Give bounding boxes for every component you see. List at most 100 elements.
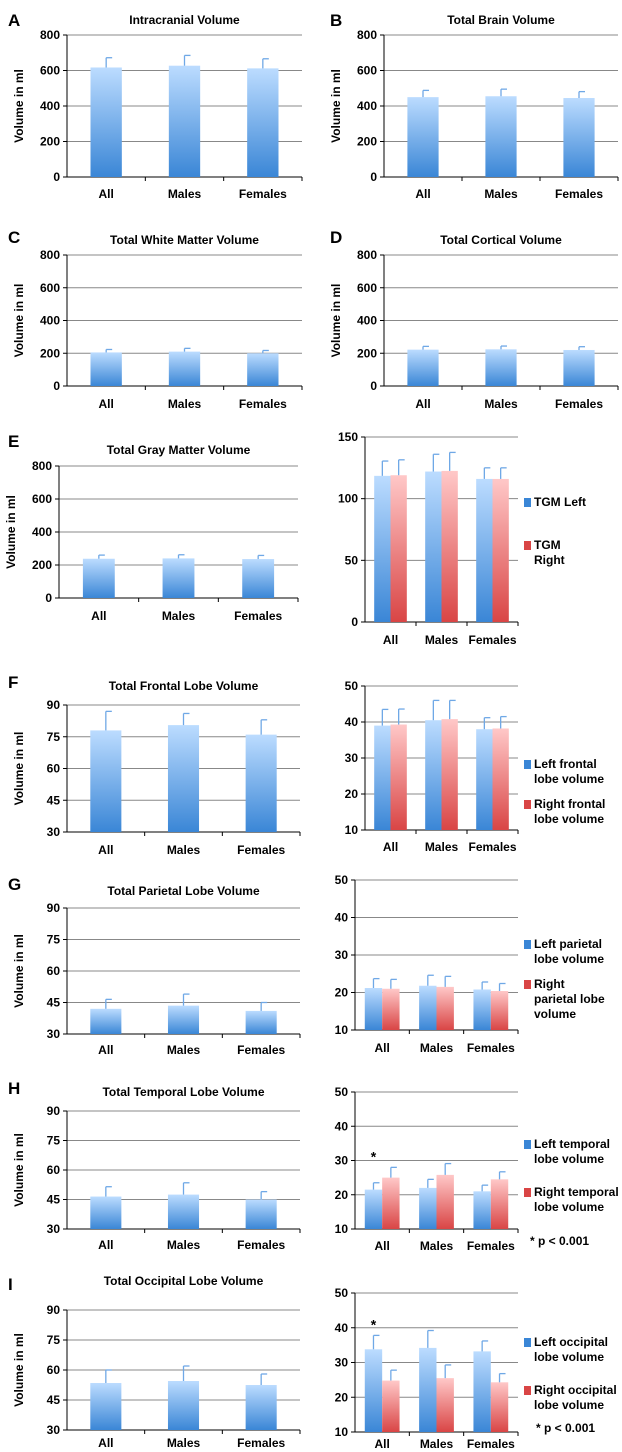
y-tick-label: 50 (335, 873, 349, 887)
panel-letter: D (330, 228, 342, 247)
bar[interactable] (167, 1005, 200, 1034)
bar[interactable] (485, 349, 517, 386)
bar[interactable] (563, 98, 595, 177)
bar[interactable] (476, 478, 493, 622)
bar[interactable] (167, 1194, 200, 1229)
bar[interactable] (374, 725, 391, 830)
y-tick-label: 20 (345, 787, 359, 801)
bar[interactable] (245, 1385, 277, 1430)
x-tick-label: All (374, 1239, 389, 1253)
bar[interactable] (490, 1382, 509, 1432)
bar[interactable] (476, 729, 493, 830)
bar[interactable] (245, 734, 277, 832)
bar[interactable] (247, 68, 279, 177)
y-tick-label: 30 (47, 825, 61, 839)
chart-panel-i1: I Total Occipital Lobe Volume Volume in ml… (8, 1274, 301, 1450)
bar[interactable] (473, 1191, 491, 1229)
x-tick-label: All (91, 609, 106, 623)
y-tick-label: 10 (345, 823, 359, 837)
x-tick-label: Females (467, 1437, 515, 1451)
bar[interactable] (382, 988, 400, 1030)
bar[interactable] (167, 725, 200, 832)
bar[interactable] (419, 985, 437, 1030)
bar[interactable] (90, 67, 122, 177)
bar[interactable] (90, 1383, 122, 1430)
bar[interactable] (436, 1378, 454, 1432)
y-tick-label: 50 (335, 1286, 349, 1300)
bar[interactable] (492, 478, 509, 622)
bar[interactable] (441, 470, 458, 622)
x-tick-label: Males (168, 187, 202, 201)
y-axis-label: Volume in ml (12, 69, 26, 143)
bar[interactable] (382, 1177, 400, 1229)
y-tick-label: 90 (47, 901, 61, 915)
x-tick-label: Females (237, 1043, 285, 1057)
bar[interactable] (90, 1196, 122, 1229)
chart-panel-e2: 0 50 100 150 All Males Females TGM Left TGM Right (338, 430, 586, 647)
panel-letter: F (8, 673, 18, 692)
y-axis-label: Volume in ml (12, 934, 26, 1008)
bar[interactable] (245, 1010, 277, 1034)
y-tick-label: 40 (335, 1321, 349, 1335)
bar[interactable] (90, 352, 122, 386)
x-tick-label: All (415, 187, 430, 201)
y-tick-label: 0 (53, 379, 60, 393)
y-tick-label: 75 (47, 730, 61, 744)
x-tick-label: Males (425, 633, 459, 647)
bar[interactable] (90, 730, 122, 832)
bar[interactable] (425, 720, 442, 830)
bar[interactable] (364, 988, 383, 1030)
y-tick-label: 0 (370, 379, 377, 393)
y-tick-label: 20 (335, 1188, 349, 1202)
y-tick-label: 60 (47, 964, 61, 978)
bar[interactable] (407, 97, 439, 177)
y-tick-label: 400 (357, 99, 377, 113)
bar[interactable] (441, 719, 458, 830)
x-tick-label: Females (468, 633, 516, 647)
bar[interactable] (168, 65, 201, 177)
bar[interactable] (473, 1351, 491, 1432)
bar[interactable] (90, 1008, 122, 1034)
bar[interactable] (436, 1174, 454, 1229)
bar[interactable] (364, 1189, 383, 1229)
x-tick-label: All (374, 1437, 389, 1451)
bar[interactable] (419, 1187, 437, 1229)
y-tick-label: 800 (40, 28, 60, 42)
y-tick-label: 0 (45, 591, 52, 605)
bar[interactable] (167, 1381, 200, 1430)
bar[interactable] (419, 1347, 437, 1432)
bar[interactable] (563, 349, 595, 386)
chart-panel-c: C Total White Matter Volume Volume in ml 0 2… (8, 228, 303, 411)
chart-title: Total Gray Matter Volume (107, 443, 251, 457)
y-tick-label: 60 (47, 1163, 61, 1177)
bar[interactable] (374, 475, 391, 622)
bar[interactable] (168, 351, 201, 386)
legend-swatch (524, 940, 531, 949)
bar[interactable] (473, 989, 491, 1031)
bar[interactable] (162, 558, 195, 598)
bar[interactable] (425, 471, 442, 622)
bar[interactable] (490, 991, 509, 1030)
bar[interactable] (407, 349, 439, 386)
chart-title: Total Occipital Lobe Volume (104, 1274, 264, 1288)
bar[interactable] (364, 1349, 383, 1432)
y-tick-label: 50 (335, 1085, 349, 1099)
bar[interactable] (82, 558, 115, 598)
significance-marker: * (371, 1316, 377, 1332)
bar[interactable] (247, 353, 279, 386)
y-tick-label: 200 (40, 346, 60, 360)
y-tick-label: 45 (47, 1393, 61, 1407)
x-tick-label: All (98, 1436, 113, 1450)
bar[interactable] (490, 1179, 509, 1229)
bar[interactable] (390, 724, 407, 830)
bar[interactable] (245, 1199, 277, 1230)
y-tick-label: 0 (53, 170, 60, 184)
bar[interactable] (390, 475, 407, 622)
bar[interactable] (436, 986, 454, 1030)
bar[interactable] (382, 1380, 400, 1432)
bar[interactable] (492, 728, 509, 830)
bar[interactable] (485, 96, 517, 177)
bar[interactable] (242, 559, 275, 598)
y-tick-label: 75 (47, 933, 61, 947)
legend-swatch (524, 541, 531, 550)
